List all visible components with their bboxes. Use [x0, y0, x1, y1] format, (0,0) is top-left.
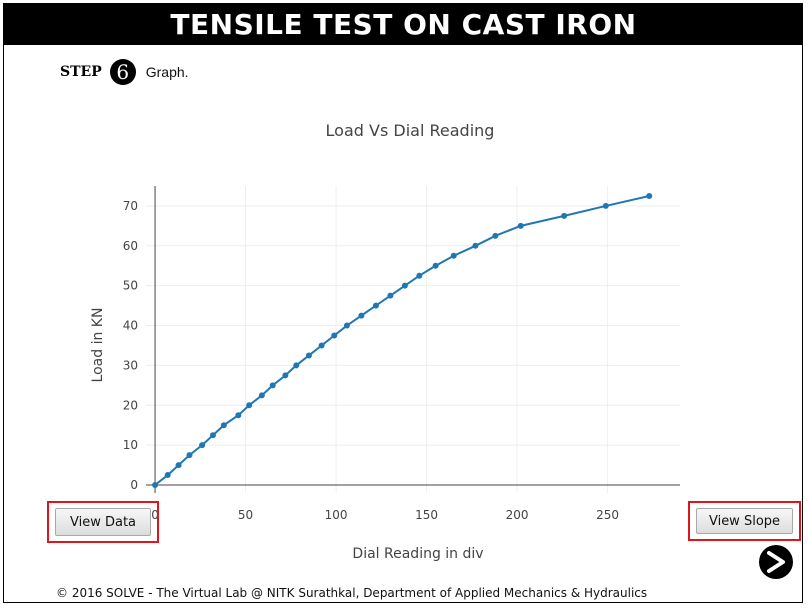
- data-point: [305, 352, 312, 359]
- data-point: [387, 292, 394, 299]
- step-description: Graph.: [145, 64, 189, 80]
- data-point: [293, 362, 300, 369]
- series-line: [154, 194, 650, 486]
- chart-tick-labels: 0 50 100 150 200 250 0 10 20 30 40 50 60 70: [123, 199, 619, 522]
- data-point: [517, 222, 524, 229]
- chart-series: [152, 192, 653, 489]
- next-arrow-icon[interactable]: [759, 545, 793, 579]
- data-point: [269, 382, 276, 389]
- x-tick-label: 250: [596, 508, 619, 522]
- view-data-button[interactable]: View Data: [55, 508, 151, 536]
- data-point: [318, 342, 325, 349]
- x-tick-label: 0: [151, 508, 159, 522]
- x-tick-label: 50: [238, 508, 253, 522]
- y-tick-label: 0: [130, 478, 138, 492]
- step-number-badge: 6: [109, 59, 136, 85]
- chart-grid: [146, 186, 680, 493]
- data-point: [472, 242, 479, 249]
- data-point: [450, 252, 457, 259]
- data-point: [199, 442, 206, 449]
- data-point: [358, 312, 365, 319]
- view-slope-button[interactable]: View Slope: [696, 508, 793, 534]
- data-point: [401, 282, 408, 289]
- view-slope-button-highlight: View Slope: [688, 501, 801, 541]
- data-point: [209, 432, 216, 439]
- y-tick-label: 50: [123, 279, 138, 293]
- x-tick-label: 150: [415, 508, 438, 522]
- data-point: [175, 462, 182, 469]
- y-tick-label: 60: [123, 239, 138, 253]
- y-axis-label: Load in KN: [90, 308, 106, 383]
- data-point: [602, 202, 609, 209]
- data-point: [186, 452, 193, 459]
- y-tick-label: 30: [123, 358, 138, 372]
- step-label: STEP: [60, 64, 102, 80]
- data-point: [561, 212, 568, 219]
- page-title: TENSILE TEST ON CAST IRON: [4, 4, 803, 45]
- data-point: [246, 402, 253, 409]
- data-point: [282, 372, 289, 379]
- page-frame: [3, 3, 803, 603]
- x-axis-label: Dial Reading in div: [352, 546, 483, 562]
- data-point: [331, 332, 338, 339]
- data-point: [343, 322, 350, 329]
- y-tick-label: 10: [123, 438, 138, 452]
- data-point: [432, 262, 439, 269]
- data-point: [492, 232, 499, 239]
- y-tick-label: 70: [123, 199, 138, 213]
- chart-axes: [146, 186, 680, 493]
- y-tick-label: 20: [123, 398, 138, 412]
- step-indicator: STEP 6 Graph.: [60, 58, 189, 86]
- y-tick-label: 40: [123, 319, 138, 333]
- chart-title: Load Vs Dial Reading: [326, 121, 495, 140]
- data-point: [152, 482, 159, 489]
- data-point: [258, 392, 265, 399]
- footer-text: © 2016 SOLVE - The Virtual Lab @ NITK Su…: [56, 586, 648, 600]
- data-point: [164, 472, 171, 479]
- view-data-button-highlight: View Data: [47, 501, 159, 543]
- data-point: [235, 412, 242, 419]
- data-point: [220, 422, 227, 429]
- data-point: [416, 272, 423, 279]
- data-point: [372, 302, 379, 309]
- x-tick-label: 100: [325, 508, 348, 522]
- data-point: [646, 192, 653, 199]
- x-tick-label: 200: [506, 508, 529, 522]
